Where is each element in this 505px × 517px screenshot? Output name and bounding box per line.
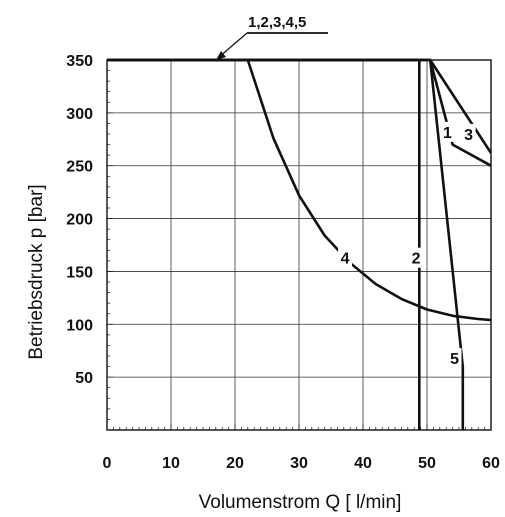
x-tick-label: 20 [226,455,244,472]
curve-label-bg-2 [409,247,424,268]
curve-labels: 1 3 4 2 5 [338,121,476,369]
curve-label-5: 5 [450,351,459,368]
x-tick-label: 0 [103,455,112,472]
curve-5 [107,58,465,430]
x-tick-labels: 0 10 20 30 40 50 60 [103,455,500,472]
y-tick-label: 150 [66,264,93,281]
curve-2 [107,58,421,430]
curve-label-2: 2 [412,251,421,268]
y-tick-label: 250 [66,159,93,176]
curve-label-bg-4 [338,247,353,268]
curve-label-1: 1 [443,125,452,142]
y-tick-label: 50 [75,370,93,387]
y-tick-label: 100 [66,317,93,334]
curve-label-bg-1 [440,121,455,142]
grid-lines [107,60,491,430]
x-axis-title: Volumenstrom Q [ l/min] [199,492,402,513]
x-tick-label: 40 [354,455,372,472]
curves [107,58,493,430]
common-label-text: 1,2,3,4,5 [248,14,306,31]
y-tick-label: 300 [66,106,93,123]
y-tick-labels: 50 100 150 200 250 300 350 [66,53,93,387]
curve-4 [246,59,492,322]
y-tick-label: 350 [66,53,93,70]
common-curve-label: 1,2,3,4,5 [216,14,328,60]
curve-label-bg-5 [447,348,462,369]
common-label-arrowhead [216,51,226,60]
curve-label-4: 4 [341,251,350,268]
curve-label-bg-3 [461,124,476,144]
x-tick-label: 60 [482,455,500,472]
x-tick-label: 30 [290,455,308,472]
y-axis-title: Betriebsdruck p [bar] [26,184,47,359]
x-tick-label: 50 [418,455,436,472]
x-tick-label: 10 [162,455,180,472]
y-tick-label: 200 [66,212,93,229]
curve-label-3: 3 [464,127,473,144]
